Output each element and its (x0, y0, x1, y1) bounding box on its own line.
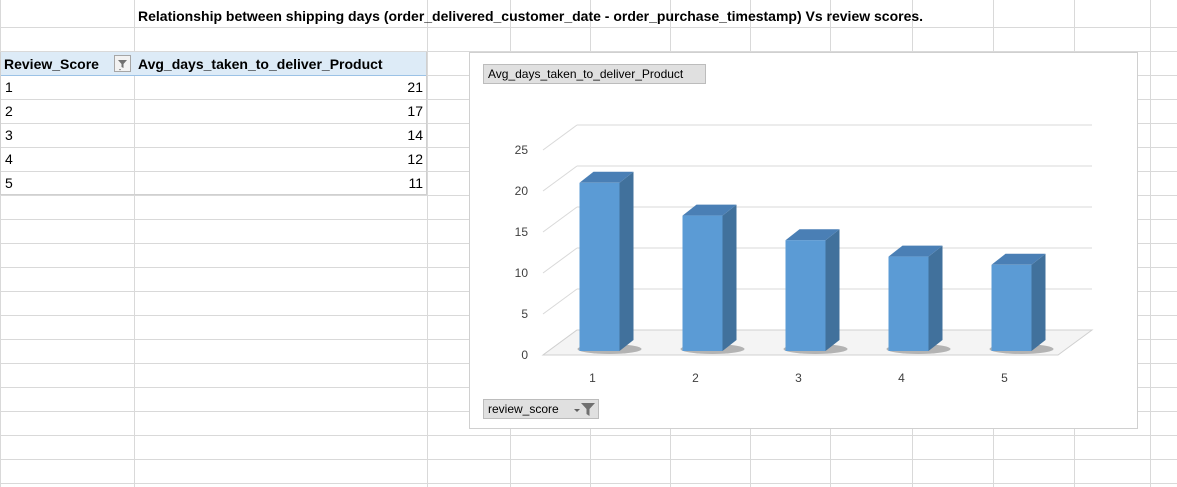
pivot-cell-avg: 12 (407, 151, 423, 167)
x-tick-label: 2 (692, 371, 699, 385)
filter-dropdown-button[interactable] (114, 55, 131, 72)
x-tick-label: 1 (589, 371, 596, 385)
pivot-cell-avg: 11 (408, 175, 423, 191)
pivot-cell-score: 1 (5, 79, 13, 95)
pivot-header-avg-days: Avg_days_taken_to_deliver_Product (138, 56, 383, 72)
depth-gridline (542, 165, 578, 192)
filter-icon (118, 60, 127, 71)
pivot-header-row: Review_Score Avg_days_taken_to_deliver_P… (0, 52, 427, 76)
pivot-cell-avg: 17 (407, 103, 423, 119)
x-tick-label: 3 (795, 371, 802, 385)
bar[interactable] (783, 229, 848, 354)
pivot-row: 2 17 (0, 100, 427, 124)
bar-top (579, 171, 634, 183)
y-tick-label: 20 (515, 184, 529, 198)
bar-front (888, 256, 929, 351)
bar-side (825, 229, 840, 351)
bar-top (991, 253, 1046, 265)
bar-side (928, 245, 943, 351)
pivot-row: 5 11 (0, 172, 427, 196)
y-tick-label: 10 (515, 266, 529, 280)
bar-top (682, 204, 737, 216)
pivot-cell-avg: 14 (407, 127, 423, 143)
depth-gridline (542, 288, 578, 315)
bar-front (682, 215, 723, 351)
bar-side (619, 171, 634, 351)
depth-gridline (542, 206, 578, 233)
axis-field-label: review_score (488, 402, 559, 416)
depth-gridline (542, 124, 578, 151)
bar[interactable] (577, 171, 642, 354)
bar-top (888, 245, 943, 257)
sheet-title: Relationship between shipping days (orde… (138, 8, 924, 24)
pivot-row: 4 12 (0, 148, 427, 172)
bar-top (785, 229, 840, 241)
axis-field-button[interactable]: review_score (483, 399, 599, 419)
bar[interactable] (680, 204, 745, 354)
pivot-header-review-score: Review_Score (4, 56, 99, 72)
bar[interactable] (989, 253, 1054, 354)
pivot-cell-score: 2 (5, 103, 13, 119)
pivot-chart[interactable]: Avg_days_taken_to_deliver_Product 0 5 10 15… (469, 52, 1138, 429)
bar-side (722, 204, 737, 351)
pivot-cell-score: 4 (5, 151, 13, 167)
depth-gridline (542, 247, 578, 274)
bar-front (785, 240, 826, 351)
value-field-button[interactable]: Avg_days_taken_to_deliver_Product (483, 64, 706, 84)
bar[interactable] (886, 245, 951, 354)
y-tick-label: 15 (515, 225, 529, 239)
y-tick-label: 25 (515, 143, 529, 157)
y-tick-label: 0 (521, 348, 528, 362)
bar-side (1031, 253, 1046, 351)
bar-front (991, 264, 1032, 351)
pivot-cell-score: 5 (5, 175, 13, 191)
pivot-row: 3 14 (0, 124, 427, 148)
pivot-cell-avg: 21 (407, 79, 423, 95)
bar-front (579, 182, 620, 351)
pivot-row: 1 21 (0, 76, 427, 100)
x-tick-label: 4 (898, 371, 905, 385)
y-tick-label: 5 (521, 307, 528, 321)
pivot-cell-score: 3 (5, 127, 13, 143)
chart-plot: 0 5 10 15 20 25 1 2 3 4 5 (515, 124, 1094, 385)
x-tick-label: 5 (1001, 371, 1008, 385)
filter-dropdown-icon (574, 403, 595, 416)
